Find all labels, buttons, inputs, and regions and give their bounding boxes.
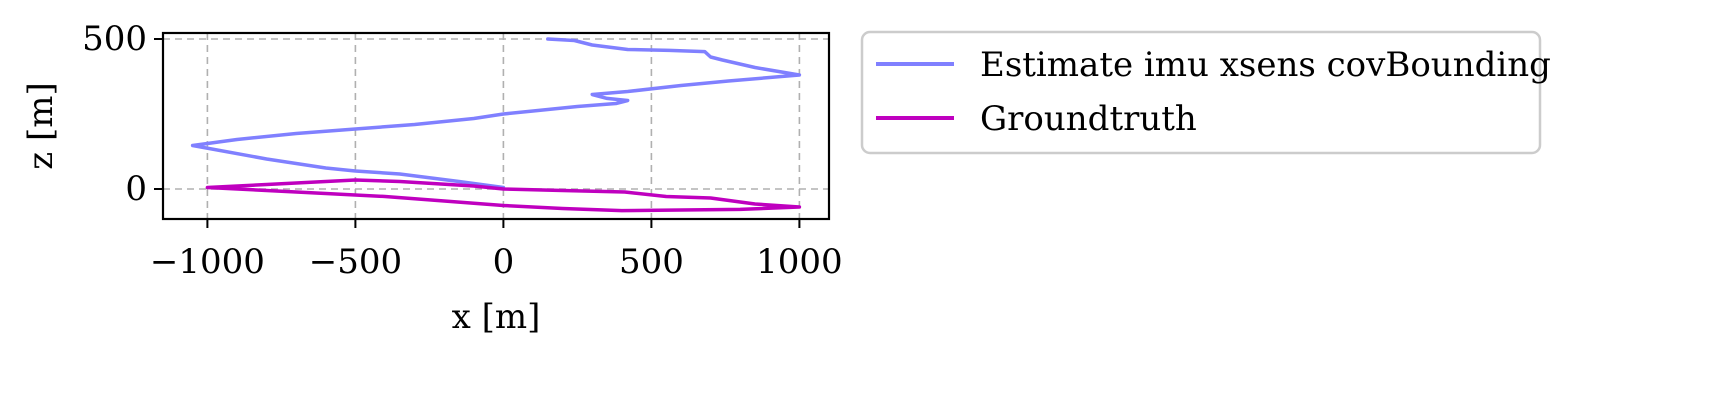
grid-lines — [163, 33, 829, 219]
axis-ticks: −1000 −500 0 500 1000 0 500 — [82, 19, 843, 282]
legend-box — [860, 30, 1542, 155]
x-axis-label: x [m] — [452, 297, 541, 337]
series-line-0 — [190, 37, 802, 190]
legend-label-groundtruth: Groundtruth — [980, 99, 1197, 139]
x-tick-label: 1000 — [756, 242, 843, 282]
legend: Estimate imu xsens covBounding Groundtru… — [860, 30, 1551, 155]
legend-label-estimate: Estimate imu xsens covBounding — [980, 45, 1551, 85]
series-layer — [190, 37, 802, 213]
series-line-1 — [205, 178, 802, 213]
plot-area-frame — [161, 31, 831, 221]
y-tick-label: 0 — [125, 169, 147, 209]
x-tick-label: −500 — [309, 242, 402, 282]
x-tick-label: 500 — [619, 242, 684, 282]
y-tick-label: 500 — [82, 19, 147, 59]
x-tick-label: −1000 — [150, 242, 265, 282]
x-tick-label: 0 — [493, 242, 515, 282]
y-axis-label: z [m] — [21, 82, 61, 170]
